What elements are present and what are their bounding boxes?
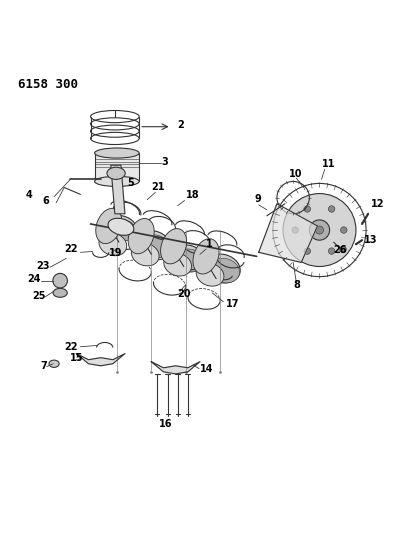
Text: 14: 14 <box>200 364 213 374</box>
Ellipse shape <box>136 231 170 257</box>
Text: 25: 25 <box>32 291 45 301</box>
Text: 5: 5 <box>127 178 134 188</box>
Circle shape <box>304 206 310 212</box>
Text: 3: 3 <box>162 157 168 167</box>
Text: 24: 24 <box>28 274 41 284</box>
FancyBboxPatch shape <box>95 153 139 181</box>
Text: 6: 6 <box>42 196 49 206</box>
Ellipse shape <box>99 233 127 256</box>
Ellipse shape <box>193 239 219 274</box>
Ellipse shape <box>204 254 240 283</box>
Polygon shape <box>76 353 125 366</box>
Text: 21: 21 <box>151 182 165 191</box>
Polygon shape <box>259 204 317 262</box>
Text: 20: 20 <box>177 289 191 299</box>
Ellipse shape <box>196 263 224 286</box>
Ellipse shape <box>108 218 134 236</box>
Text: 18: 18 <box>186 190 200 200</box>
Ellipse shape <box>105 215 137 240</box>
Ellipse shape <box>96 208 122 244</box>
Ellipse shape <box>109 220 137 240</box>
Ellipse shape <box>95 176 139 187</box>
Text: 7: 7 <box>40 361 47 370</box>
Circle shape <box>309 220 330 240</box>
Text: 19: 19 <box>109 247 122 257</box>
Circle shape <box>340 246 346 253</box>
Circle shape <box>328 206 335 212</box>
Ellipse shape <box>113 176 121 182</box>
Text: 13: 13 <box>364 235 377 245</box>
Text: 11: 11 <box>322 159 335 169</box>
Text: 9: 9 <box>255 195 262 205</box>
Text: 2: 2 <box>177 120 184 131</box>
Ellipse shape <box>53 288 67 297</box>
Ellipse shape <box>161 229 186 264</box>
Ellipse shape <box>128 219 154 254</box>
Ellipse shape <box>141 235 170 257</box>
Circle shape <box>304 248 310 254</box>
Ellipse shape <box>131 243 159 266</box>
Ellipse shape <box>175 249 204 272</box>
Ellipse shape <box>171 245 205 272</box>
Text: 12: 12 <box>371 198 384 208</box>
Circle shape <box>315 226 324 234</box>
Text: 22: 22 <box>64 244 78 254</box>
Text: 17: 17 <box>226 299 240 309</box>
Ellipse shape <box>95 148 139 158</box>
Ellipse shape <box>164 253 191 276</box>
Ellipse shape <box>49 360 59 367</box>
Circle shape <box>292 227 298 233</box>
Circle shape <box>328 248 335 254</box>
Circle shape <box>341 227 347 233</box>
Text: 15: 15 <box>70 352 84 362</box>
Text: 23: 23 <box>36 261 49 271</box>
Text: 8: 8 <box>293 280 300 289</box>
Ellipse shape <box>107 167 125 180</box>
Text: 1: 1 <box>206 239 213 249</box>
Text: 6158 300: 6158 300 <box>18 78 78 91</box>
Text: 26: 26 <box>334 245 347 255</box>
Circle shape <box>53 273 67 288</box>
Text: 10: 10 <box>289 169 303 179</box>
Polygon shape <box>151 362 200 374</box>
Text: 4: 4 <box>26 190 33 200</box>
Ellipse shape <box>209 258 239 283</box>
Text: 16: 16 <box>160 418 173 429</box>
Polygon shape <box>111 165 125 214</box>
Text: 22: 22 <box>64 342 78 352</box>
Circle shape <box>283 193 356 266</box>
